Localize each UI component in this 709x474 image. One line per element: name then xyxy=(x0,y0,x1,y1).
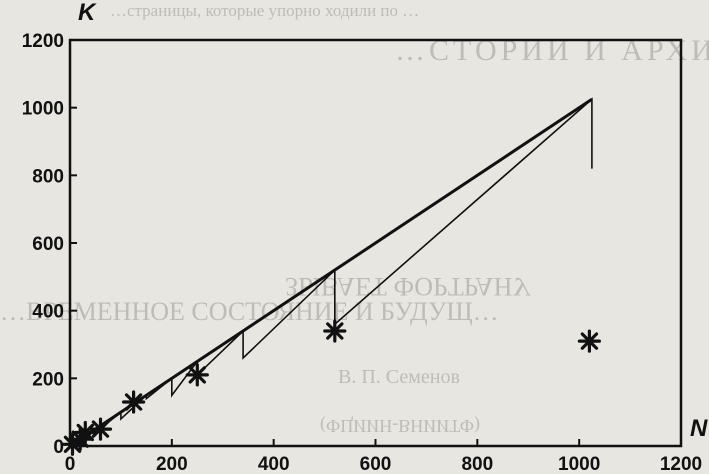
asterisk-marker xyxy=(323,319,347,343)
x-tick-label: 0 xyxy=(65,454,76,474)
asterisk-stroke xyxy=(326,322,344,340)
y-tick-label: 600 xyxy=(32,234,64,255)
y-tick-label: 1000 xyxy=(22,99,64,120)
asterisk-stroke xyxy=(580,332,599,350)
markers-layer xyxy=(60,319,602,456)
x-tick-label: 400 xyxy=(258,454,290,474)
asterisk-marker xyxy=(88,417,113,441)
ghost-text: (ФЦИИН-ВНИИТФ) xyxy=(320,415,480,436)
series-layer xyxy=(69,97,593,448)
ghost-text: …страницы, которые упорно ходили по … xyxy=(110,1,419,20)
asterisk-stroke xyxy=(91,420,110,438)
asterisk-marker xyxy=(185,363,209,387)
x-tick-label: 800 xyxy=(461,454,493,474)
y-tick-label: 400 xyxy=(32,302,64,323)
y-tick-label: 200 xyxy=(32,369,64,390)
ghost-heading: …ВРЕМЕННОЕ СОСТОЯНИЕ И БУДУЩ… xyxy=(0,297,499,326)
asterisk-marker xyxy=(73,420,97,445)
asterisk-stroke xyxy=(188,366,207,384)
y-tick-label: 1200 xyxy=(22,31,64,52)
x-tick-label: 1000 xyxy=(558,454,600,474)
ghost-text: В. П. Семенов xyxy=(338,366,460,388)
x-tick-label: 200 xyxy=(156,454,188,474)
diagonal-line xyxy=(69,97,593,448)
asterisk-marker xyxy=(122,390,146,414)
y-tick-label: 800 xyxy=(32,166,64,187)
axes: 0 200 400 600 800 1000 1200 0 200 400 600 800 1000 12… xyxy=(22,31,702,474)
asterisk-marker xyxy=(577,329,602,353)
asterisk-stroke xyxy=(124,393,143,411)
x-tick-label: 600 xyxy=(360,454,392,474)
y-tick-label: 0 xyxy=(53,437,64,458)
y-axis-label: K xyxy=(78,0,97,26)
x-axis-label: N xyxy=(690,415,708,442)
x-tick-label: 1200 xyxy=(660,454,702,474)
